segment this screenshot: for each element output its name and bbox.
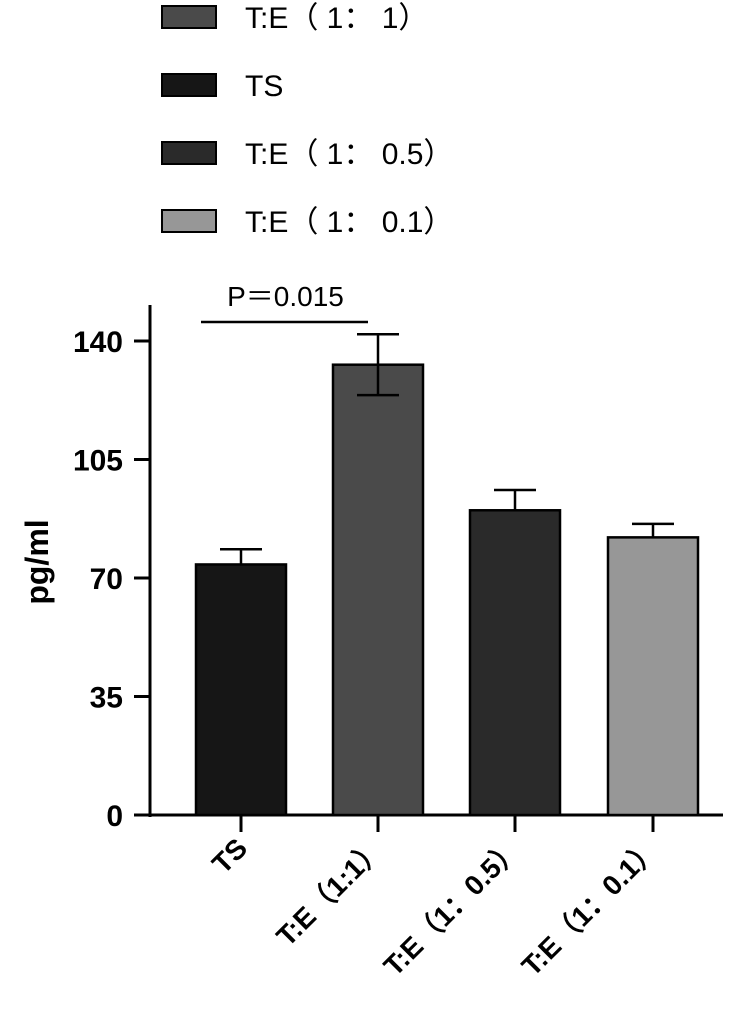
bar-0: [194, 563, 288, 817]
x-tick-label-1: T:E（1:1）: [270, 832, 391, 953]
significance-annotation: P＝0.015: [201, 281, 368, 324]
y-axis-label: pg/ml: [19, 519, 55, 604]
legend-label-0: T:E（ 1： 1）: [245, 2, 428, 35]
y-tick-label-2: 70: [90, 563, 123, 596]
legend: T:E（ 1： 1） TS T:E（ 1： 0.5） T:E（ 1： 0.1）: [161, 2, 453, 239]
legend-label-1: TS: [245, 70, 283, 103]
x-tick-label-0: TS: [206, 832, 253, 879]
bar-1: [331, 363, 425, 817]
x-tick-label-2: T:E（1：0.5）: [377, 832, 527, 982]
y-tick-label-4: 140: [73, 326, 123, 359]
bar-2: [468, 509, 562, 817]
legend-swatch-3: [161, 209, 217, 233]
x-axis: TS T:E（1:1）T:E（1：0.5）T:E（1：0.1）: [150, 813, 723, 982]
legend-swatch-0: [161, 5, 217, 29]
y-axis: 0 35 70 105 140: [73, 305, 152, 833]
legend-label-2: T:E（ 1： 0.5）: [245, 138, 453, 171]
significance-label: P＝0.015: [227, 281, 344, 312]
y-tick-label-0: 0: [106, 800, 123, 833]
legend-swatch-1: [161, 73, 217, 97]
y-tick-label-1: 35: [90, 682, 123, 715]
x-tick-label-3: T:E（1：0.1）: [515, 832, 665, 982]
y-tick-label-3: 105: [73, 445, 123, 478]
legend-swatch-2: [161, 141, 217, 165]
bars: [194, 332, 700, 817]
bar-3: [606, 536, 700, 817]
legend-label-3: T:E（ 1： 0.1）: [245, 206, 453, 239]
